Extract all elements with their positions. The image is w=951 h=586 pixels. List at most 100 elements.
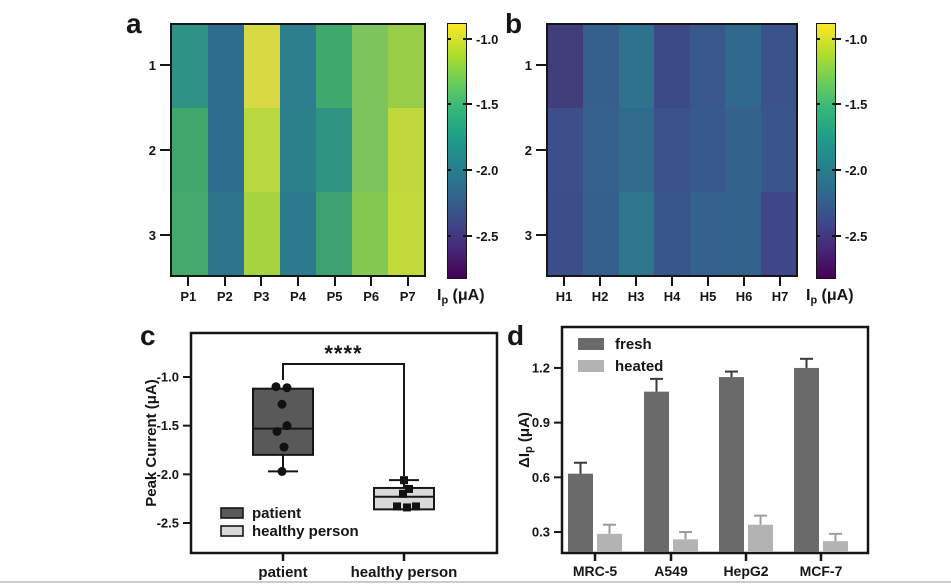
data-point [279, 442, 289, 452]
heatmap-col-label: P7 [399, 289, 416, 304]
heatmap-row-label: 1 [148, 58, 156, 74]
heatmap-cell [654, 108, 690, 192]
heatmap-row-label: 3 [148, 227, 156, 243]
heatmap-cell [689, 25, 726, 109]
heatmap-col-tick [563, 277, 565, 286]
panel-b-label: b [505, 8, 523, 39]
bar-heated-HepG2 [748, 524, 773, 552]
heatmap-cell [618, 191, 655, 275]
heatmap-cell [388, 191, 424, 275]
heatmap-cell [208, 25, 244, 109]
colorbar-tick [467, 234, 472, 237]
colorbar-tick-label: -2.5 [845, 228, 868, 244]
colorbar-tick [463, 37, 467, 40]
colorbar-tick [467, 103, 472, 106]
colorbar-tick-label: -2.0 [476, 163, 499, 179]
heatmap-cell [244, 25, 280, 109]
heatmap-cell [760, 25, 796, 109]
colorbar-tick [832, 169, 836, 172]
heatmap-cell [172, 25, 208, 109]
heatmap-col-label: P3 [253, 289, 270, 304]
heatmap-cell [654, 191, 690, 275]
heatmap-cell [618, 25, 655, 109]
heatmap-row-tick [160, 149, 170, 151]
data-point [393, 502, 401, 511]
legend-swatch [578, 338, 604, 350]
legend-label: patient [252, 505, 301, 522]
colorbar-b [816, 23, 836, 279]
heatmap-row-label: 2 [524, 143, 532, 158]
page-edge-line [0, 581, 951, 583]
heatmap-col-tick [223, 277, 226, 286]
plot-frame [189, 331, 499, 555]
colorbar-tick-label: -2.5 [476, 228, 499, 244]
y-tick-label: 1.2 [532, 360, 550, 375]
colorbar-tick-label: -2.0 [845, 163, 868, 179]
x-category-label: MCF-7 [800, 563, 843, 579]
x-category-label: patient [258, 564, 307, 581]
heatmap-col-label: P1 [180, 289, 197, 304]
heatmap-col-tick [779, 277, 781, 286]
colorbar-tick [832, 234, 836, 237]
colorbar-tick-label: -1.0 [476, 31, 499, 47]
data-point [399, 489, 407, 498]
heatmap-col-tick [599, 277, 601, 286]
heatmap-cell [725, 191, 761, 275]
panel-c-label: c [140, 320, 156, 351]
y-tick-label: 0.3 [532, 525, 550, 540]
heatmap-cell [244, 108, 280, 192]
heatmap-cell [244, 191, 280, 275]
data-point [277, 399, 287, 409]
y-tick-label: -1.5 [157, 418, 179, 433]
heatmap-cell [760, 108, 796, 192]
legend-swatch [220, 525, 244, 537]
colorbar-b-label: Ip (μA) [806, 287, 854, 307]
heatmap-cell [352, 108, 388, 192]
plot-frame [560, 325, 870, 555]
data-point [400, 476, 408, 485]
significance-bracket [282, 363, 405, 476]
data-point [272, 427, 282, 437]
heatmap-col-label: H1 [555, 289, 573, 304]
data-point [277, 466, 287, 476]
heatmap-row-label: 3 [524, 227, 532, 243]
heatmap-col-label: P5 [326, 289, 343, 304]
colorbar-tick [836, 37, 841, 40]
colorbar-tick [836, 169, 841, 172]
data-point [405, 484, 413, 493]
legend-swatch [578, 360, 604, 372]
heatmap-row-tick [536, 64, 546, 67]
data-point [271, 382, 281, 392]
panel-a-label: a [126, 8, 142, 39]
heatmap-row-tick [536, 233, 546, 236]
legend-label: heated [615, 358, 663, 375]
barchart-d: 0.3 0.6 0.9 1.2 ΔIp (μA) MRC-5 A549 HepG2 MCF-7 f… [516, 325, 870, 579]
heatmap-row-tick [536, 149, 546, 151]
y-tick-label: -2.0 [157, 467, 179, 482]
heatmap-row-tick [160, 64, 170, 67]
heatmap-cell [760, 191, 796, 275]
x-category-label: A549 [654, 563, 688, 579]
heatmap-cell [280, 191, 316, 275]
colorbar-a-label: Ip (μA) [437, 287, 485, 307]
legend-swatch [220, 507, 244, 519]
legend-label: healthy person [252, 523, 359, 540]
heatmap-cell [548, 191, 584, 275]
heatmap-cell [689, 191, 726, 275]
heatmap-cell [352, 25, 388, 109]
heatmap-cell [388, 25, 424, 109]
x-category-label: MRC-5 [573, 563, 618, 579]
heatmap-cell [583, 25, 619, 109]
colorbar-tick-label: -1.5 [845, 97, 868, 113]
heatmap-col-tick [743, 277, 745, 286]
heatmap-cell [208, 191, 244, 275]
heatmap-cell [388, 108, 424, 192]
data-point [282, 421, 292, 431]
heatmap-col-label: H7 [771, 289, 789, 304]
heatmap-cell [280, 108, 316, 192]
heatmap-col-label: H4 [663, 289, 681, 304]
colorbar-tick [447, 103, 451, 106]
colorbar-a [447, 23, 467, 279]
heatmap-col-label: H6 [735, 289, 753, 304]
